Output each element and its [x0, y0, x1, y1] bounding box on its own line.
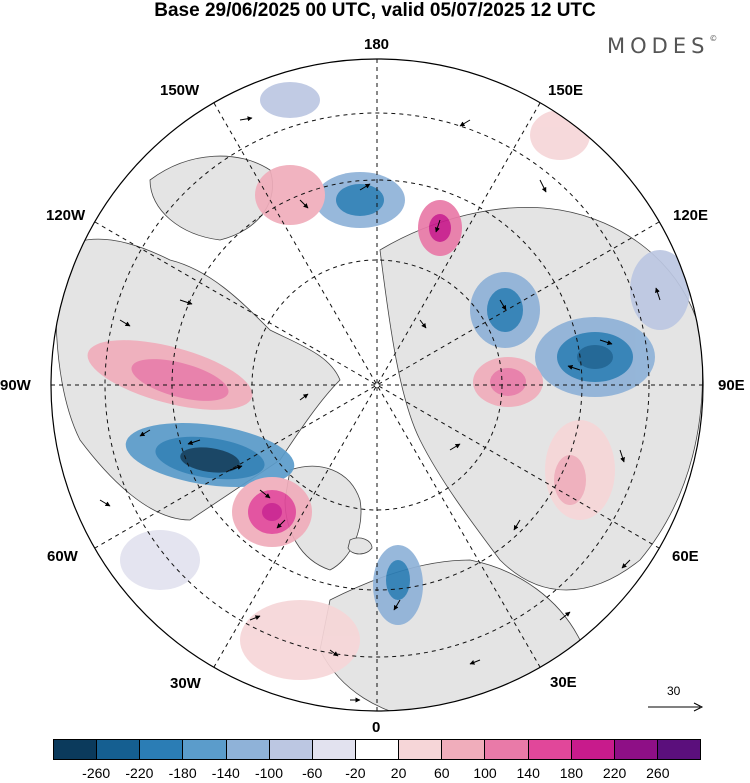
colorbar-cell [312, 740, 356, 759]
lon-label-120e: 120E [673, 207, 709, 224]
colorbar-tick-label: -100 [254, 765, 284, 781]
colorbar-tick-label: 260 [646, 765, 670, 781]
lon-label-60w: 60W [47, 548, 78, 565]
brand-name: MODES [607, 34, 710, 58]
colorbar-tick-label: 60 [434, 765, 450, 781]
map-title: Base 29/06/2025 00 UTC, valid 05/07/2025… [154, 0, 596, 21]
colorbar-tick-label: -60 [302, 765, 323, 781]
lon-label-180: 180 [364, 36, 390, 53]
wind-vectors [99, 116, 661, 703]
colorbar-tick-label: -20 [345, 765, 366, 781]
colorbar-cell [140, 740, 184, 759]
colorbar-tick-label: 140 [516, 765, 540, 781]
colorbar-tick-label: 100 [473, 765, 497, 781]
lon-label-150w: 150W [160, 82, 200, 99]
lon-label-30e: 30E [550, 674, 577, 691]
colorbar-cell [614, 740, 658, 759]
lon-label-30w: 30W [170, 675, 201, 692]
colorbar-cell [97, 740, 141, 759]
colorbar-cell [183, 740, 227, 759]
reference-vector-label: 30 [667, 684, 681, 698]
colorbar-cell [399, 740, 443, 759]
colorbar-cell [442, 740, 486, 759]
colorbar-cell [571, 740, 615, 759]
map-disk [51, 59, 703, 711]
colorbar-tick-label: -180 [168, 765, 197, 781]
colorbar-cell [269, 740, 313, 759]
lon-label-0: 0 [372, 719, 381, 736]
colorbar-tick-label: -220 [125, 765, 154, 781]
colorbar-cell [54, 740, 98, 759]
lon-label-120w: 120W [46, 207, 86, 224]
colorbar-cell [226, 740, 270, 759]
colorbar-tick-label: -260 [82, 765, 111, 781]
reference-vector-arrow [648, 702, 704, 712]
lon-label-60e: 60E [672, 548, 699, 565]
lon-label-90e: 90E [718, 377, 745, 394]
colorbar-cell [657, 740, 701, 759]
colorbar-tick-label: -140 [211, 765, 240, 781]
colorbar-cell [355, 740, 400, 759]
lon-label-150e: 150E [548, 82, 584, 99]
lon-label-90w: 90W [0, 377, 31, 394]
graticule [51, 59, 703, 711]
map-boundary [50, 58, 704, 712]
copyright-mark: © [709, 34, 718, 43]
colorbar-cell [485, 740, 529, 759]
colorbar-tick-label: 220 [602, 765, 627, 781]
colorbar-cell [528, 740, 572, 759]
colorbar [53, 739, 701, 760]
anomaly-shading [87, 82, 690, 680]
land-iceland [347, 537, 373, 555]
land-eurasia-east [379, 207, 703, 591]
brand-logo: MODES© [607, 34, 717, 58]
colorbar-tick-label: 20 [390, 765, 407, 781]
colorbar-tick-label: 180 [559, 765, 584, 781]
